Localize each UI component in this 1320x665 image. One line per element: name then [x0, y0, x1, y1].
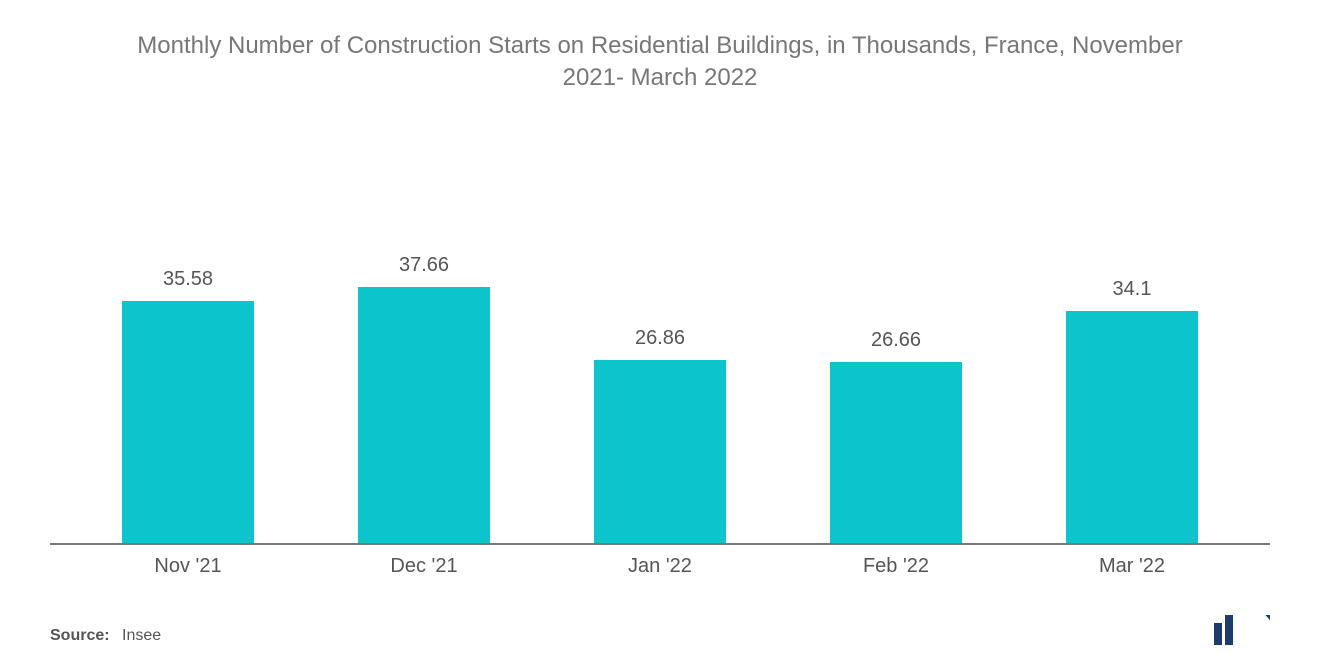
- source-credit: Source: Insee: [50, 627, 161, 645]
- bar-group: 34.1: [1026, 278, 1238, 543]
- x-label: Feb '22: [790, 555, 1002, 578]
- bar-value-label: 37.66: [399, 254, 449, 277]
- bar: [830, 362, 962, 543]
- plot-area: 35.58 37.66 26.86 26.66 34.1: [50, 145, 1270, 545]
- bar-value-label: 34.1: [1113, 278, 1152, 301]
- x-label: Jan '22: [554, 555, 766, 578]
- bar: [1066, 311, 1198, 543]
- x-label: Nov '21: [82, 555, 294, 578]
- bar-value-label: 26.86: [635, 327, 685, 350]
- x-label: Dec '21: [318, 555, 530, 578]
- bar-group: 26.66: [790, 329, 1002, 543]
- chart-container: Monthly Number of Construction Starts on…: [0, 0, 1320, 665]
- bar-group: 37.66: [318, 254, 530, 543]
- chart-title: Monthly Number of Construction Starts on…: [50, 30, 1270, 95]
- source-value: Insee: [122, 627, 161, 644]
- bar-group: 26.86: [554, 327, 766, 543]
- bar-value-label: 26.66: [871, 329, 921, 352]
- x-axis-labels: Nov '21 Dec '21 Jan '22 Feb '22 Mar '22: [50, 545, 1270, 578]
- source-label: Source:: [50, 627, 110, 644]
- bar: [358, 287, 490, 543]
- bar: [122, 301, 254, 543]
- bar-group: 35.58: [82, 268, 294, 543]
- bar: [594, 360, 726, 543]
- chart-footer: Source: Insee: [50, 615, 1270, 645]
- bar-value-label: 35.58: [163, 268, 213, 291]
- x-label: Mar '22: [1026, 555, 1238, 578]
- brand-logo-icon: [1214, 615, 1270, 645]
